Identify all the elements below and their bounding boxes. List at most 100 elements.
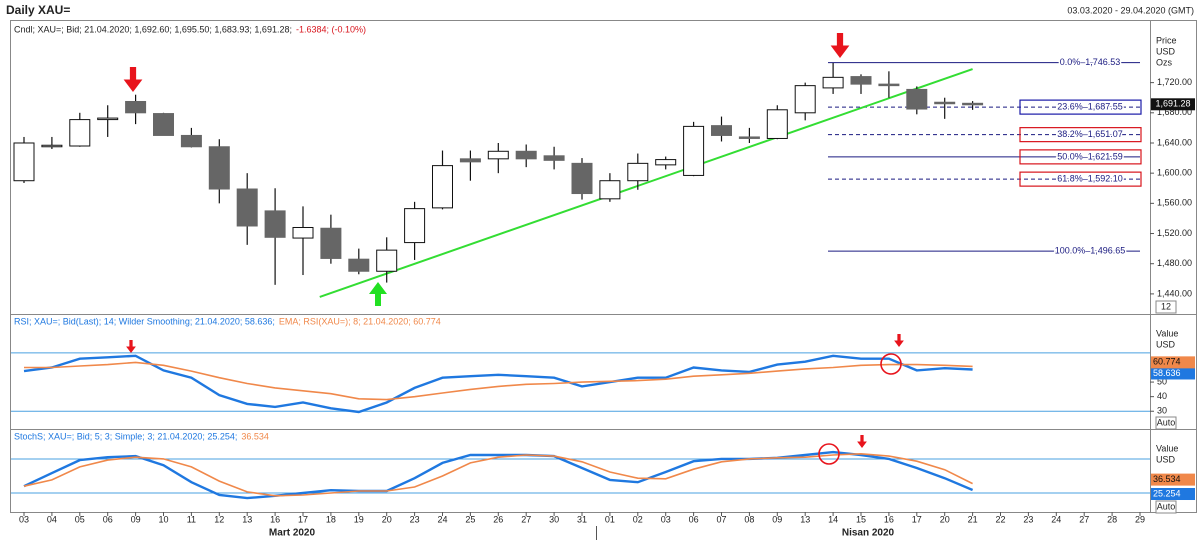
x-tick-label: 04	[47, 514, 57, 524]
candle-body	[153, 113, 174, 136]
chart-title: Daily XAU=	[6, 3, 70, 17]
x-tick-label: 28	[1107, 514, 1117, 524]
candle-body	[13, 142, 35, 182]
candle-body	[822, 76, 844, 89]
x-tick-label: 22	[995, 514, 1005, 524]
axis-title: Value	[1156, 443, 1178, 453]
series-line	[23, 450, 974, 500]
candle-body	[487, 150, 509, 160]
month-label: Mart 2020	[269, 528, 316, 539]
x-tick-label: 16	[270, 514, 280, 524]
axis-title: Value	[1156, 328, 1178, 338]
last-value-label: 36.534	[1153, 474, 1181, 484]
x-tick-label: 31	[577, 514, 587, 524]
annotation-arrow	[830, 33, 850, 58]
fib-box	[1019, 127, 1142, 143]
y-tick-label: 30	[1157, 406, 1167, 416]
candle-body	[459, 158, 481, 163]
annotation-arrow	[126, 340, 136, 353]
y-tick-label: 1,720.00	[1157, 77, 1192, 87]
candle-body	[738, 136, 760, 139]
last-price-tag	[1151, 98, 1195, 111]
x-tick-label: 24	[1051, 514, 1061, 524]
x-tick-label: 27	[1079, 514, 1089, 524]
series-line	[23, 452, 973, 497]
x-tick-label: 13	[800, 514, 810, 524]
annotation-arrow	[123, 67, 143, 92]
legend: StochS; XAU=; Bid; 5; 3; Simple; 3; 21.0…	[14, 431, 269, 441]
x-tick-label: 26	[493, 514, 503, 524]
legend-change: -1.6384; (-0.10%)	[296, 24, 366, 34]
x-tick-label: 30	[549, 514, 559, 524]
x-tick-label: 27	[521, 514, 531, 524]
x-tick-label: 20	[940, 514, 950, 524]
y-tick-label: 50	[1157, 376, 1167, 386]
fib-label: 0.0%–1,746.53	[1060, 57, 1121, 67]
annotation-circle	[818, 443, 840, 465]
fib-label: 38.2%–1,651.07	[1057, 129, 1123, 139]
y-tick-label: 1,560.00	[1157, 198, 1192, 208]
candle-body	[41, 144, 63, 148]
candle-body	[599, 180, 621, 200]
x-tick-label: 05	[75, 514, 85, 524]
x-tick-label: 25	[465, 514, 475, 524]
fib-box	[1019, 171, 1142, 187]
x-tick-label: 29	[1135, 514, 1145, 524]
candle-body	[236, 188, 258, 227]
candle-body	[180, 134, 202, 148]
x-tick-label: 07	[716, 514, 726, 524]
x-tick-label: 10	[158, 514, 168, 524]
x-tick-label: 03	[19, 514, 29, 524]
legend-series: RSI; XAU=; Bid(Last); 14; Wilder Smoothi…	[14, 316, 275, 326]
fib-box	[1019, 99, 1142, 115]
last-value-tag	[1151, 356, 1195, 369]
last-value-label: 25.254	[1153, 488, 1181, 498]
candle-body	[208, 146, 230, 190]
candle-body	[794, 85, 816, 114]
candle-body	[543, 155, 565, 161]
fib-label: 61.8%–1,592.10	[1057, 174, 1123, 184]
y-tick-label: 1,640.00	[1157, 137, 1192, 147]
legend-series: 36.534	[241, 431, 269, 441]
candle-body	[348, 258, 370, 272]
candle-body	[432, 165, 453, 209]
fib-label: 23.6%–1,687.55	[1057, 101, 1123, 111]
axis-title: USD	[1156, 339, 1176, 349]
legend-series: EMA; RSI(XAU=); 8; 21.04.2020; 60.774	[279, 316, 441, 326]
axis-title: USD	[1156, 46, 1176, 56]
x-tick-label: 17	[298, 514, 308, 524]
x-tick-label: 06	[103, 514, 113, 524]
candle-body	[404, 208, 426, 244]
y-tick-label: 1,600.00	[1157, 168, 1192, 178]
scale-box	[1155, 416, 1177, 430]
scale-box	[1155, 500, 1177, 514]
scale-box-label: Auto	[1157, 417, 1176, 427]
x-tick-label: 01	[605, 514, 615, 524]
x-tick-label: 20	[382, 514, 392, 524]
x-tick-label: 03	[661, 514, 671, 524]
candle-body	[655, 159, 677, 166]
candle-body	[627, 162, 649, 182]
scale-box-label: Auto	[1157, 501, 1176, 511]
x-tick-label: 24	[437, 514, 447, 524]
y-tick-label: 1,520.00	[1157, 228, 1192, 238]
x-tick-label: 13	[242, 514, 252, 524]
last-value-tag	[1151, 367, 1195, 380]
date-range: 03.03.2020 - 29.04.2020 (GMT)	[1067, 5, 1194, 15]
scale-box	[1155, 300, 1177, 314]
candle-body	[97, 117, 119, 121]
annotation-arrow	[857, 435, 867, 448]
x-tick-label: 23	[1023, 514, 1033, 524]
candle-body	[515, 150, 537, 160]
candle-body	[376, 249, 398, 272]
axis-title: Ozs	[1156, 57, 1173, 67]
legend: RSI; XAU=; Bid(Last); 14; Wilder Smoothi…	[14, 316, 441, 326]
candle-body	[320, 227, 342, 259]
x-tick-label: 15	[856, 514, 866, 524]
last-value-label: 60.774	[1153, 357, 1181, 367]
month-label: Nisan 2020	[842, 528, 895, 539]
legend-text: Cndl; XAU=; Bid; 21.04.2020; 1,692.60; 1…	[14, 24, 292, 34]
x-tick-label: 09	[772, 514, 782, 524]
